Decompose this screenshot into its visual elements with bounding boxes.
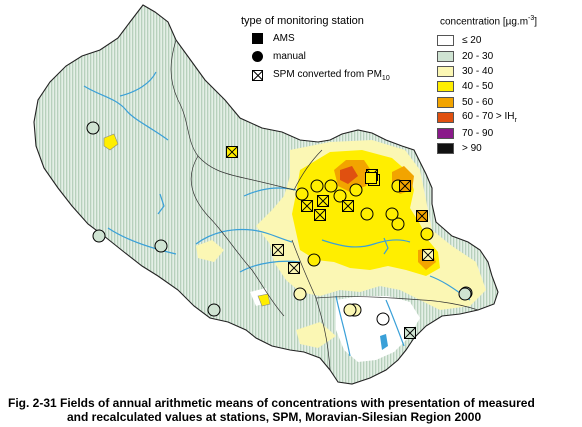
station-manual	[307, 253, 321, 267]
district-boundaries	[170, 39, 479, 371]
concentration-label: 30 - 40	[462, 65, 494, 77]
station-converted	[301, 200, 313, 212]
station-manual	[349, 183, 363, 197]
station-converted	[416, 210, 428, 222]
station-manual	[360, 207, 374, 221]
concentration-class-5: 60 - 70 > IHr	[437, 110, 517, 125]
concentration-label: 40 - 50	[462, 81, 494, 93]
region-map	[33, 4, 499, 385]
station-converted	[342, 200, 354, 212]
concentration-label: 50 - 60	[462, 96, 494, 108]
station-converted	[422, 249, 434, 261]
caption-line-2: and recalculated values at stations, SPM…	[67, 410, 482, 424]
station-manual	[458, 287, 472, 301]
station-converted	[317, 195, 329, 207]
concentration-swatch	[437, 35, 454, 47]
station-manual	[293, 287, 307, 301]
station-manual	[154, 239, 168, 253]
concentration-legend: ≤ 20 20 - 30 30 - 40 40 - 50 50 - 60 60 - 70 …	[437, 33, 517, 156]
concentration-class-7: > 90	[437, 141, 517, 156]
station-manual	[324, 179, 338, 193]
stations-layer	[86, 121, 473, 339]
station-manual	[343, 303, 357, 317]
station-manual	[310, 179, 324, 193]
station-legend-title: type of monitoring station	[241, 15, 364, 27]
station-manual	[92, 229, 106, 243]
manual-circle-icon	[252, 51, 263, 62]
ams-square-icon	[252, 33, 263, 44]
station-manual	[207, 303, 221, 317]
station-manual	[385, 207, 399, 221]
concentration-legend-title: concentration [µg.m-3]	[440, 15, 538, 28]
legend-label-converted: SPM converted from PM10	[273, 69, 390, 82]
station-converted	[288, 262, 300, 274]
legend-item-ams: AMS	[252, 33, 295, 44]
concentration-class-3: 40 - 50	[437, 79, 517, 94]
concentration-swatch	[437, 65, 454, 77]
legend-label-ams: AMS	[273, 33, 295, 44]
caption-line-1: Fig. 2-31 Fields of annual arithmetic me…	[8, 396, 535, 410]
concentration-swatch	[437, 112, 454, 124]
concentration-label: 20 - 30	[462, 50, 494, 62]
concentration-class-2: 30 - 40	[437, 64, 517, 79]
concentration-class-6: 70 - 90	[437, 125, 517, 140]
concentration-swatch	[437, 142, 454, 154]
station-manual	[295, 187, 309, 201]
concentration-label: > 90	[462, 142, 482, 154]
concentration-swatch	[437, 81, 454, 93]
figure-caption: Fig. 2-31 Fields of annual arithmetic me…	[8, 396, 535, 424]
station-manual	[86, 121, 100, 135]
station-converted	[399, 180, 411, 192]
legend-item-manual: manual	[252, 51, 306, 62]
legend-label-manual: manual	[273, 51, 306, 62]
station-converted	[272, 244, 284, 256]
concentration-label: 70 - 90	[462, 127, 494, 139]
concentration-swatch	[437, 50, 454, 62]
concentration-label: ≤ 20	[462, 35, 482, 47]
concentration-swatch	[437, 127, 454, 139]
crossed-square-icon	[252, 70, 263, 81]
concentration-class-4: 50 - 60	[437, 95, 517, 110]
station-manual	[420, 227, 434, 241]
station-converted	[226, 146, 238, 158]
station-converted	[314, 209, 326, 221]
station-manual	[333, 189, 347, 203]
station-ams	[365, 172, 377, 184]
legend-item-converted: SPM converted from PM10	[252, 69, 390, 82]
station-manual	[391, 217, 405, 231]
concentration-swatch	[437, 96, 454, 108]
station-manual	[376, 312, 390, 326]
concentration-class-0: ≤ 20	[437, 33, 517, 48]
concentration-class-1: 20 - 30	[437, 48, 517, 63]
concentration-label: 60 - 70 > IHr	[462, 111, 517, 125]
station-converted	[404, 327, 416, 339]
